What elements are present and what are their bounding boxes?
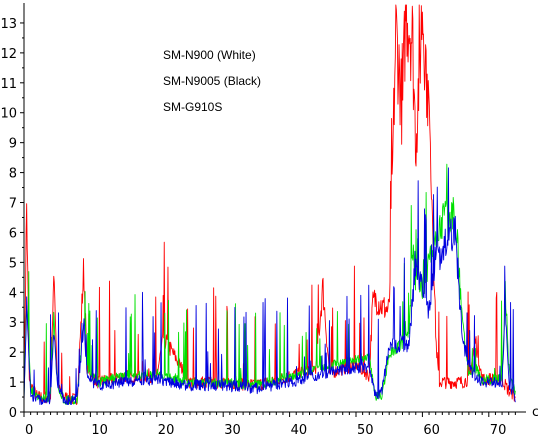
y-tick-label-5: 5 [9,256,17,271]
legend-entry-3: SM-G910S [163,100,222,114]
y-tick-label-3: 3 [9,316,17,331]
series-line-2 [23,163,516,405]
x-tick-label-1: 10 [91,423,108,438]
y-tick-label-13: 13 [0,17,17,32]
legend-entry-1: SM-N900 (White) [163,48,256,62]
x-tick-label-2: 20 [158,423,175,438]
x-tick-label-5: 50 [357,423,374,438]
y-tick-label-7: 7 [9,197,17,212]
series-layer [23,4,516,405]
y-tick-label-0: 0 [9,406,17,421]
x-tick-label-3: 30 [224,423,241,438]
y-tick-label-1: 1 [9,376,17,391]
y-tick-label-12: 12 [0,47,17,62]
y-tick-label-2: 2 [9,346,17,361]
y-tick-label-6: 6 [9,226,17,241]
x-tick-label-6: 60 [423,423,440,438]
x-tick-label-7: 70 [490,423,507,438]
y-tick-label-9: 9 [9,137,17,152]
y-tick-label-11: 11 [0,77,17,92]
x-tick-label-4: 40 [291,423,308,438]
y-tick-label-8: 8 [9,167,17,182]
y-tick-label-4: 4 [9,286,17,301]
x-tick-label-0: 0 [25,423,33,438]
legend: SM-N900 (White) SM-N9005 (Black) SM-G910… [163,48,261,114]
x-axis-label: c [532,405,538,420]
y-tick-label-10: 10 [0,107,17,122]
series-line-3 [23,167,516,405]
legend-entry-2: SM-N9005 (Black) [163,74,261,88]
